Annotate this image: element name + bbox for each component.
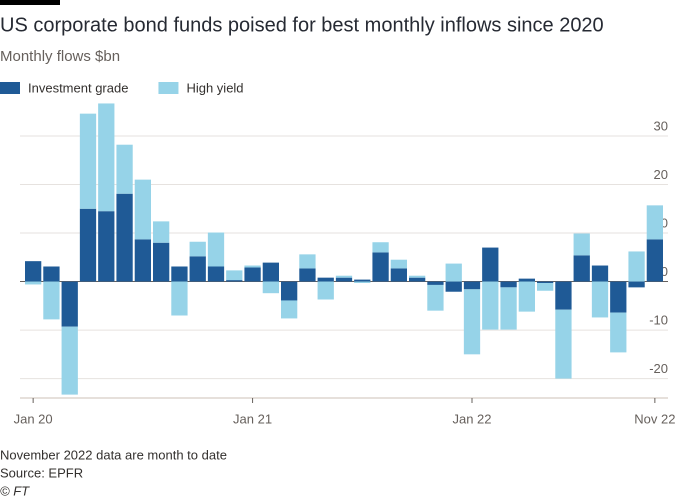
bar	[189, 241, 206, 257]
bar	[244, 267, 261, 282]
bar	[537, 281, 554, 283]
bar	[335, 275, 353, 278]
bar	[79, 208, 97, 282]
bar	[354, 281, 371, 283]
bar	[518, 278, 535, 282]
y-tick-label: 0	[661, 264, 668, 279]
bar	[226, 280, 243, 282]
credit: © FT	[0, 483, 30, 498]
bar	[299, 268, 316, 282]
bar	[390, 268, 407, 282]
bar	[189, 256, 206, 282]
x-tick-label: Nov 22	[634, 411, 675, 426]
bar	[171, 281, 188, 316]
bar	[646, 205, 663, 240]
y-tick-label: -10	[649, 313, 668, 328]
bar	[98, 103, 115, 212]
bar	[409, 277, 426, 282]
bar	[79, 113, 97, 209]
bar	[134, 239, 151, 282]
bar	[116, 144, 133, 194]
bar	[372, 252, 389, 282]
bar	[299, 254, 316, 269]
note: November 2022 data are month to date	[0, 447, 227, 462]
bar	[61, 281, 78, 327]
bar	[244, 265, 261, 268]
y-tick-label: 20	[654, 167, 668, 182]
bar	[610, 281, 627, 313]
legend-label: Investment grade	[28, 80, 128, 95]
legend-label: High yield	[186, 80, 243, 95]
bar	[555, 281, 572, 310]
x-tick-label: Jan 20	[14, 411, 53, 426]
bar	[445, 281, 462, 292]
bar	[207, 232, 225, 267]
bar	[500, 281, 517, 288]
brand-bar	[0, 0, 60, 5]
bar	[43, 266, 60, 282]
bar	[427, 284, 444, 311]
bar	[390, 259, 407, 269]
bar	[43, 281, 60, 320]
bar	[153, 221, 170, 243]
bar	[317, 277, 334, 282]
bar	[153, 242, 170, 282]
bar	[628, 251, 645, 282]
bar	[207, 266, 225, 282]
bar	[61, 326, 78, 395]
bar	[591, 265, 609, 282]
bar	[482, 247, 499, 282]
bar	[262, 262, 279, 282]
y-tick-label: -20	[649, 361, 668, 376]
bar	[610, 312, 627, 353]
bar	[134, 179, 151, 240]
bar	[281, 300, 298, 319]
bar	[591, 281, 609, 318]
legend-swatch	[158, 82, 179, 94]
bar	[445, 263, 462, 282]
y-tick-label: 30	[654, 118, 668, 133]
bar	[463, 289, 481, 355]
legend-swatch	[0, 82, 20, 94]
bar	[537, 282, 554, 291]
bar	[573, 255, 590, 282]
x-tick-label: Jan 22	[452, 411, 491, 426]
bar	[262, 281, 279, 294]
chart-title: US corporate bond funds poised for best …	[0, 14, 604, 36]
bar	[116, 193, 133, 282]
bar	[25, 281, 42, 285]
bar	[628, 281, 645, 288]
bar	[555, 309, 572, 379]
bar	[281, 281, 298, 301]
bar	[518, 281, 535, 312]
bar	[573, 233, 590, 256]
bar	[25, 261, 42, 282]
bar	[335, 277, 353, 282]
bar	[372, 242, 389, 253]
bar	[463, 281, 481, 290]
source: Source: EPFR	[0, 465, 83, 480]
bar	[354, 279, 371, 282]
bar	[226, 270, 243, 281]
bar	[646, 239, 663, 282]
x-tick-label: Jan 21	[233, 411, 272, 426]
bar	[98, 211, 115, 282]
bar	[317, 281, 334, 300]
bar	[171, 266, 188, 282]
chart-subtitle: Monthly flows $bn	[0, 48, 120, 65]
bar	[427, 281, 444, 285]
bar	[500, 287, 517, 330]
bar	[482, 281, 499, 330]
bar	[409, 275, 426, 278]
